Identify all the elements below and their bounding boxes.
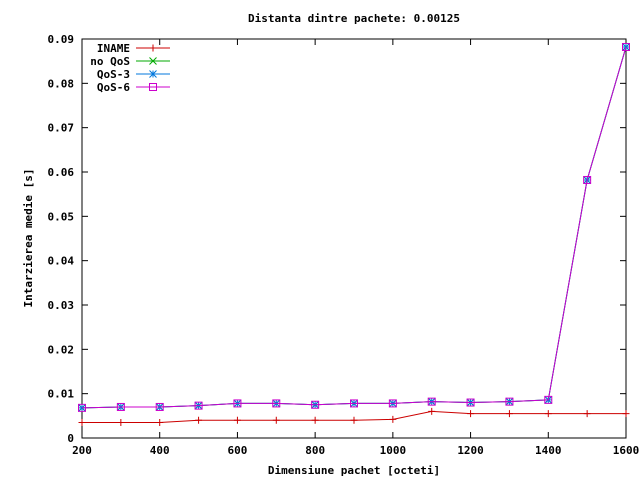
data-point [466,398,475,407]
y-tick-label: 0 [67,432,74,445]
data-point [78,403,86,412]
data-point [622,43,630,51]
x-tick-label: 200 [72,444,92,457]
data-point [195,416,203,424]
data-point [467,410,475,418]
y-tick-label: 0.01 [48,388,75,401]
data-point [156,418,164,426]
x-tick-label: 600 [227,444,247,457]
data-point [311,416,319,424]
data-point [350,416,358,424]
data-point [544,410,552,418]
x-axis-label: Dimensiune pachet [octeti] [268,464,440,477]
data-point [622,42,630,51]
data-point [428,407,436,415]
chart-title: Distanta dintre pachete: 0.00125 [248,12,460,25]
x-tick-label: 1400 [535,444,562,457]
x-tick-label: 1600 [613,444,640,457]
data-point [117,418,125,426]
data-point [149,57,157,65]
data-point [78,418,86,426]
x-tick-label: 1000 [380,444,407,457]
y-tick-label: 0.05 [48,210,75,223]
series-qos-3 [78,43,630,412]
x-tick-label: 400 [150,444,170,457]
series-layer [78,42,630,426]
legend-label: QoS-6 [97,81,130,94]
x-tick-label: 800 [305,444,325,457]
legend-label: QoS-3 [97,68,130,81]
data-point [583,175,592,184]
y-tick-label: 0.07 [48,122,75,135]
data-point [505,410,513,418]
series-iname [78,407,630,426]
legend-label: no QoS [90,55,130,68]
data-point [622,410,630,418]
data-point [389,415,397,423]
data-point [272,416,280,424]
data-point [194,401,203,410]
data-point [233,399,242,408]
data-point [149,44,157,52]
data-point [388,399,397,408]
axes: 200 400 600 800 1000 1200 1400 1600 0 0.01 0.02 0.0… [48,33,640,457]
series-line [81,46,627,409]
y-axis-label: Intarzierea medie [s] [22,168,35,307]
data-point [233,416,241,424]
data-point [350,399,358,408]
data-point [505,397,514,406]
y-tick-label: 0.02 [48,343,75,356]
y-tick-label: 0.09 [48,33,75,46]
y-tick-label: 0.04 [48,255,75,268]
data-point [149,70,157,78]
x-tick-label: 1200 [457,444,484,457]
series-no-qos [78,43,630,412]
data-point [272,399,281,408]
data-point [311,400,320,409]
legend-label: INAME [97,42,130,55]
data-point [583,410,591,418]
series-line [81,46,627,409]
series-qos-6 [78,42,630,412]
series-line [81,46,627,409]
data-point [427,397,436,406]
y-tick-label: 0.03 [48,299,75,312]
y-tick-label: 0.08 [48,77,75,90]
data-point [116,402,125,411]
y-tick-label: 0.06 [48,166,75,179]
data-point [155,402,164,411]
plot-frame [81,38,627,439]
data-point [544,395,553,404]
data-point [149,83,157,91]
